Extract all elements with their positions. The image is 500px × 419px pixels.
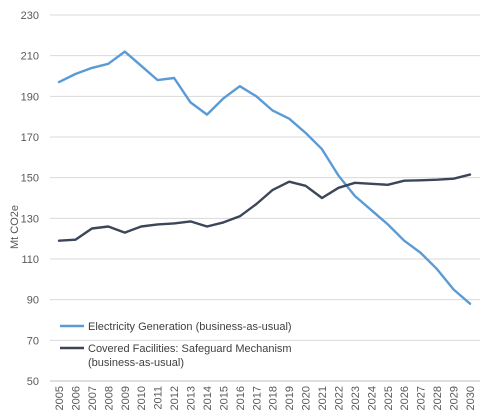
y-tick-label: 50 [27,376,39,388]
y-tick-label: 150 [21,173,39,185]
y-axis-ticks: 50 70 90 110 130 150 170 190 210 230 [21,10,39,388]
y-tick-label: 230 [21,10,39,22]
x-tick-label: 2029 [449,386,461,410]
x-tick-label: 2011 [153,386,165,410]
x-axis-ticks: 2005 2006 2007 2008 2009 2010 2011 2012 2013 2014… [54,386,477,410]
series-lines [57,50,472,305]
y-tick-label: 90 [27,295,39,307]
x-tick-label: 2009 [120,386,132,410]
y-tick-label: 170 [21,132,39,144]
series-line-1 [57,50,472,305]
y-tick-label: 130 [21,213,39,225]
legend-label-2: (business-as-usual) [88,357,184,369]
x-tick-label: 2017 [251,386,263,410]
x-tick-label: 2008 [103,386,115,410]
x-tick-label: 2022 [333,386,345,410]
gridlines [50,14,480,341]
x-tick-label: 2010 [136,386,148,410]
x-tick-label: 2005 [54,386,66,410]
x-tick-label: 2027 [416,386,428,410]
x-tick-label: 2016 [235,386,247,410]
legend-label-1: Electricity Generation (business-as-usua… [88,321,292,333]
x-tick-label: 2023 [350,386,362,410]
x-tick-label: 2026 [399,386,411,410]
y-axis-label: Mt CO2e [9,205,21,249]
y-tick-label: 70 [27,335,39,347]
x-tick-label: 2019 [284,386,296,410]
x-tick-label: 2006 [70,386,82,410]
legend-label-2: Covered Facilities: Safeguard Mechanism [88,343,292,355]
x-tick-label: 2018 [268,386,280,410]
series-line-2 [57,173,472,242]
y-tick-label: 110 [21,254,39,266]
x-tick-label: 2014 [202,386,214,410]
x-tick-label: 2024 [366,386,378,410]
legend: Electricity Generation (business-as-usua… [60,321,292,369]
x-tick-label: 2007 [87,386,99,410]
y-tick-label: 210 [21,51,39,63]
x-tick-label: 2021 [317,386,329,410]
x-tick-label: 2030 [465,386,477,410]
x-tick-label: 2013 [186,386,198,410]
x-tick-label: 2012 [169,386,181,410]
x-tick-label: 2020 [301,386,313,410]
y-tick-label: 190 [21,91,39,103]
x-tick-label: 2015 [218,386,230,410]
x-tick-label: 2028 [432,386,444,410]
x-tick-label: 2025 [383,386,395,410]
